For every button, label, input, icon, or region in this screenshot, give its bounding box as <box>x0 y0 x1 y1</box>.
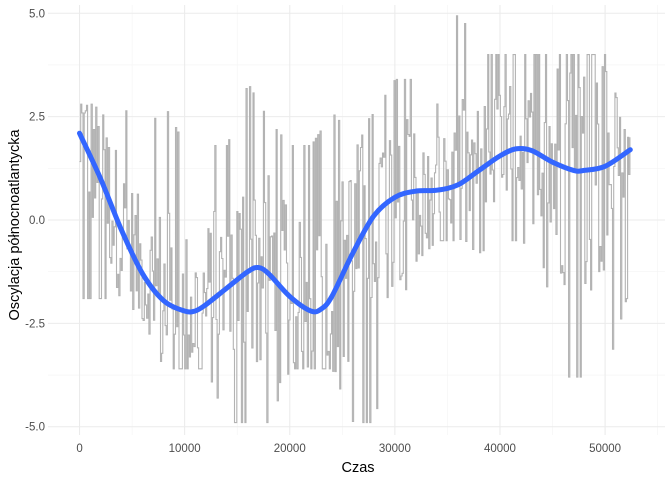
x-axis-title: Czas <box>341 460 374 476</box>
raw-step-line <box>79 15 631 424</box>
y-tick-label: 2.5 <box>29 112 45 124</box>
y-axis-ticks: -5.0 -2.5 0.0 2.5 5.0 <box>25 8 45 433</box>
y-tick-label: -2.5 <box>25 318 45 330</box>
x-tick-label: 50000 <box>589 443 621 455</box>
y-tick-label: -5.0 <box>25 422 45 434</box>
raw-data-series <box>79 15 631 424</box>
x-tick-label: 0 <box>76 443 82 455</box>
x-tick-label: 20000 <box>274 443 306 455</box>
x-tick-label: 10000 <box>169 443 201 455</box>
x-tick-label: 30000 <box>379 443 411 455</box>
x-tick-label: 40000 <box>484 443 516 455</box>
y-tick-label: 5.0 <box>29 8 45 20</box>
x-axis-ticks: 0 10000 20000 30000 40000 50000 <box>76 443 621 455</box>
smooth-trend-line <box>77 130 633 315</box>
y-tick-label: 0.0 <box>29 215 45 227</box>
smooth-trend-series <box>77 130 633 315</box>
major-gridlines <box>48 5 665 435</box>
y-axis-title: Oscylacja północnoatlantycka <box>7 129 23 321</box>
